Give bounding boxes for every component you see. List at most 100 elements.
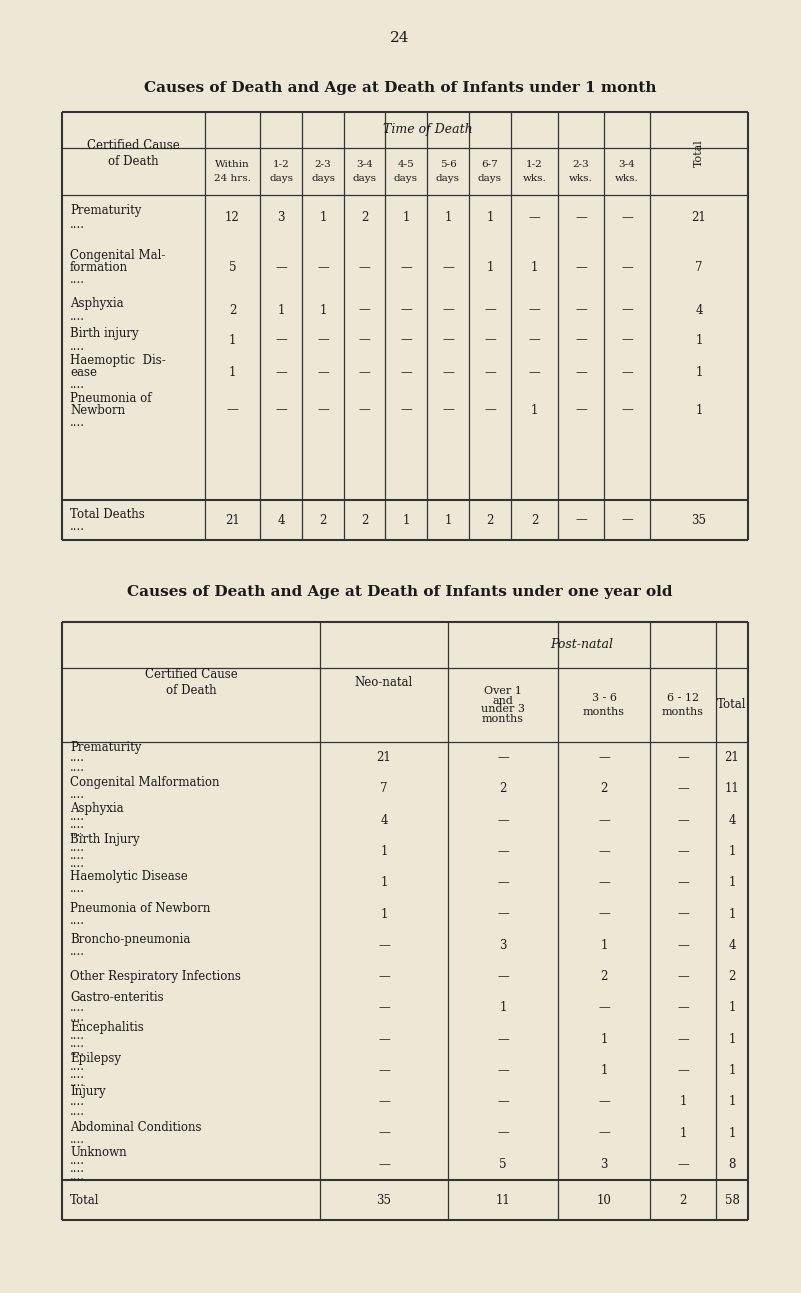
Text: 1: 1	[728, 846, 735, 859]
Text: —: —	[400, 304, 412, 317]
Text: —: —	[484, 334, 496, 347]
Text: —: —	[621, 366, 633, 379]
Text: ....: ....	[70, 762, 85, 775]
Text: 12: 12	[225, 211, 239, 224]
Text: Gastro-enteritis: Gastro-enteritis	[70, 992, 163, 1005]
Text: 1: 1	[531, 403, 538, 416]
Text: —: —	[575, 513, 587, 526]
Text: —: —	[621, 403, 633, 416]
Text: days: days	[311, 175, 335, 184]
Text: —: —	[598, 1095, 610, 1108]
Text: 1: 1	[445, 513, 452, 526]
Text: 2: 2	[320, 513, 327, 526]
Text: —: —	[497, 877, 509, 890]
Text: —: —	[497, 1095, 509, 1108]
Text: 1: 1	[531, 261, 538, 274]
Text: 2: 2	[360, 211, 368, 224]
Text: —: —	[677, 1033, 689, 1046]
Text: —: —	[378, 1033, 390, 1046]
Text: ....: ....	[70, 850, 85, 862]
Text: 2: 2	[600, 970, 608, 983]
Text: 11: 11	[496, 1193, 510, 1206]
Text: —: —	[317, 403, 329, 416]
Text: —: —	[677, 1157, 689, 1171]
Text: months: months	[662, 707, 704, 718]
Text: —: —	[317, 334, 329, 347]
Text: Epilepsy: Epilepsy	[70, 1053, 121, 1065]
Text: —: —	[677, 1064, 689, 1077]
Text: —: —	[484, 403, 496, 416]
Text: 1: 1	[600, 939, 608, 952]
Text: ....: ....	[70, 1060, 85, 1073]
Text: —: —	[275, 334, 287, 347]
Text: 3-4: 3-4	[356, 160, 373, 169]
Text: —: —	[621, 211, 633, 224]
Text: 2: 2	[600, 782, 608, 795]
Text: Total Deaths: Total Deaths	[70, 507, 145, 521]
Text: 1: 1	[229, 334, 236, 347]
Text: ....: ....	[70, 520, 85, 533]
Text: wks.: wks.	[570, 175, 593, 184]
Text: Certified Cause: Certified Cause	[145, 667, 237, 680]
Text: 1: 1	[679, 1126, 686, 1139]
Text: —: —	[575, 261, 587, 274]
Text: —: —	[359, 304, 370, 317]
Text: —: —	[598, 1002, 610, 1015]
Text: Birth injury: Birth injury	[70, 327, 139, 340]
Text: Haemoptic  Dis-: Haemoptic Dis-	[70, 354, 166, 367]
Text: days: days	[394, 175, 418, 184]
Text: 10: 10	[597, 1193, 611, 1206]
Text: —: —	[677, 813, 689, 826]
Text: 5: 5	[499, 1157, 507, 1171]
Text: months: months	[482, 714, 524, 724]
Text: Total: Total	[70, 1193, 99, 1206]
Text: 11: 11	[725, 782, 739, 795]
Text: 8: 8	[728, 1157, 735, 1171]
Text: 3: 3	[277, 211, 284, 224]
Text: 6-7: 6-7	[481, 160, 498, 169]
Text: 3: 3	[600, 1157, 608, 1171]
Text: —: —	[598, 877, 610, 890]
Text: ....: ....	[70, 415, 85, 428]
Text: ....: ....	[70, 1002, 85, 1015]
Text: 1: 1	[728, 908, 735, 921]
Text: 21: 21	[376, 751, 392, 764]
Text: 1: 1	[277, 304, 284, 317]
Text: of Death: of Death	[108, 155, 159, 168]
Text: 1: 1	[402, 211, 409, 224]
Text: Birth Injury: Birth Injury	[70, 833, 139, 846]
Text: 1: 1	[600, 1064, 608, 1077]
Text: Certified Cause: Certified Cause	[87, 140, 180, 153]
Text: Encephalitis: Encephalitis	[70, 1020, 143, 1033]
Text: —: —	[598, 813, 610, 826]
Text: —: —	[484, 366, 496, 379]
Text: —: —	[598, 751, 610, 764]
Text: Over 1: Over 1	[484, 687, 522, 697]
Text: Causes of Death and Age at Death of Infants under one year old: Causes of Death and Age at Death of Infa…	[127, 584, 673, 599]
Text: —: —	[442, 304, 454, 317]
Text: —: —	[359, 334, 370, 347]
Text: —: —	[497, 813, 509, 826]
Text: 4: 4	[277, 513, 284, 526]
Text: 4: 4	[728, 939, 736, 952]
Text: 1: 1	[695, 403, 702, 416]
Text: ....: ....	[70, 1106, 85, 1118]
Text: ....: ....	[70, 1133, 85, 1146]
Text: —: —	[497, 751, 509, 764]
Text: 7: 7	[695, 261, 702, 274]
Text: Asphyxia: Asphyxia	[70, 296, 123, 309]
Text: —: —	[442, 334, 454, 347]
Text: —: —	[575, 211, 587, 224]
Text: ....: ....	[70, 1045, 85, 1058]
Text: 1: 1	[695, 334, 702, 347]
Text: 3: 3	[499, 939, 507, 952]
Text: 1: 1	[728, 1033, 735, 1046]
Text: 2: 2	[499, 782, 507, 795]
Text: ....: ....	[70, 1095, 85, 1108]
Text: —: —	[677, 1002, 689, 1015]
Text: and: and	[493, 696, 513, 706]
Text: Prematurity: Prematurity	[70, 204, 141, 217]
Text: ....: ....	[70, 840, 85, 853]
Text: —: —	[359, 366, 370, 379]
Text: —: —	[497, 1064, 509, 1077]
